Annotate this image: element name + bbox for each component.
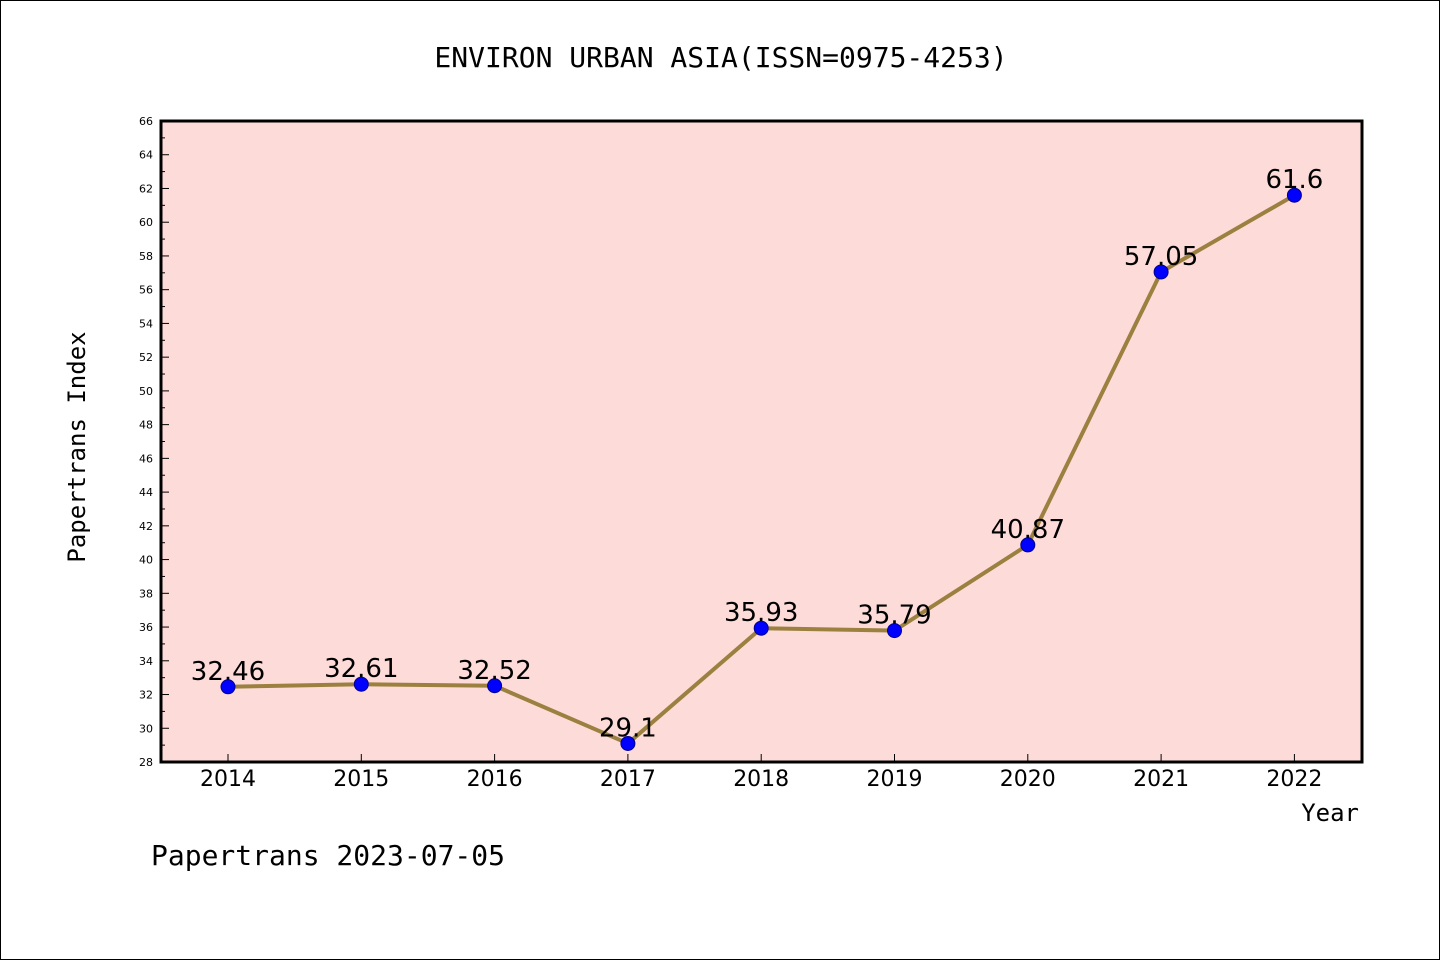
x-tick-label: 2016 — [467, 767, 523, 792]
data-label: 35.93 — [724, 598, 798, 628]
series-markers — [220, 187, 1302, 751]
data-label: 57.05 — [1124, 242, 1198, 272]
x-tick-label: 2015 — [333, 767, 389, 792]
data-point — [620, 735, 636, 751]
y-tick-label: 38 — [139, 587, 153, 600]
data-label: 61.6 — [1265, 165, 1323, 195]
y-tick-label: 62 — [139, 182, 153, 195]
y-tick-label: 54 — [139, 317, 153, 330]
y-tick-label: 60 — [139, 216, 153, 229]
y-tick-label: 52 — [139, 351, 153, 364]
footer-date: Papertrans 2023-07-05 — [151, 839, 505, 872]
y-tick-label: 30 — [139, 722, 153, 735]
x-tick-label: 2014 — [200, 767, 256, 792]
data-label: 32.52 — [457, 656, 531, 686]
x-tick-label: 2019 — [867, 767, 923, 792]
y-tick-label: 50 — [139, 385, 153, 398]
y-tick-label: 48 — [139, 419, 153, 432]
y-tick-label: 58 — [139, 250, 153, 263]
data-point — [487, 678, 503, 694]
y-tick-label: 28 — [139, 756, 153, 769]
x-tick-label: 2020 — [1000, 767, 1056, 792]
y-tick-label: 44 — [139, 486, 153, 499]
data-point — [887, 623, 902, 639]
y-axis-ticks: 28 30 32 34 36 38 40 42 44 46 48 50 52 54 56 58 60 62 64 66 — [139, 115, 169, 769]
y-tick-label: 64 — [139, 149, 153, 162]
data-point — [1153, 264, 1169, 280]
y-tick-label: 32 — [139, 689, 153, 702]
y-tick-label: 66 — [139, 115, 153, 128]
data-point — [1286, 187, 1302, 203]
data-point — [1020, 537, 1036, 553]
y-tick-label: 40 — [139, 554, 153, 567]
data-point — [353, 676, 369, 692]
y-tick-label: 42 — [139, 520, 153, 533]
y-axis-label: Papertrans Index — [63, 331, 91, 562]
data-labels: 32.46 32.61 32.52 29.1 35.93 35.79 40.87 57.05 6… — [191, 165, 1324, 743]
data-label: 32.46 — [191, 657, 265, 687]
data-label: 29.1 — [599, 713, 657, 743]
x-tick-label: 2021 — [1133, 767, 1189, 792]
x-axis-ticks: 2014 2015 2016 2017 2018 2019 2020 2021 2022 — [200, 754, 1322, 792]
data-label: 32.61 — [324, 654, 398, 684]
plot-area — [159, 119, 1364, 764]
data-point — [220, 679, 236, 695]
y-tick-label: 56 — [139, 284, 153, 297]
y-tick-label: 46 — [139, 452, 153, 465]
data-label: 35.79 — [857, 601, 931, 631]
x-tick-label: 2018 — [733, 767, 789, 792]
x-axis-label: Year — [1301, 799, 1359, 827]
x-tick-label: 2017 — [600, 767, 656, 792]
data-label: 40.87 — [991, 515, 1065, 545]
chart-title: ENVIRON URBAN ASIA(ISSN=0975-4253) — [434, 41, 1007, 74]
data-point — [753, 620, 769, 636]
y-tick-label: 34 — [139, 655, 153, 668]
y-tick-label: 36 — [139, 621, 153, 634]
x-tick-label: 2022 — [1266, 767, 1322, 792]
